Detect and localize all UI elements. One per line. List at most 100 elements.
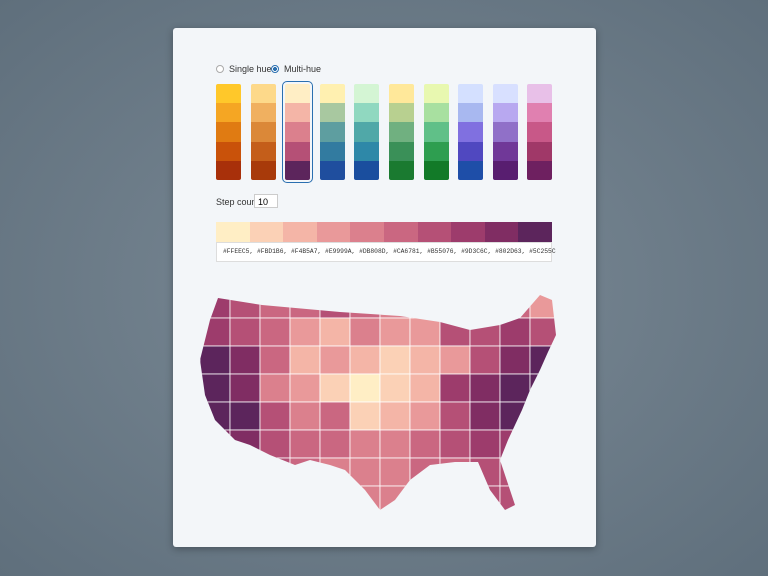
state: [200, 373, 231, 403]
state: [499, 373, 531, 403]
state: [439, 457, 471, 487]
state: [439, 401, 471, 431]
state: [319, 429, 351, 459]
state: [289, 401, 321, 431]
state: [200, 401, 231, 431]
palette[interactable]: [354, 84, 380, 180]
state: [529, 401, 556, 431]
step-input[interactable]: 10: [254, 194, 278, 208]
palette[interactable]: [319, 84, 345, 180]
state: [319, 401, 351, 431]
palette[interactable]: [216, 84, 241, 180]
palette-swatch: [492, 103, 518, 123]
palette-swatch: [319, 84, 345, 104]
state: [200, 457, 231, 487]
state: [289, 373, 321, 403]
palette-swatch: [250, 141, 276, 161]
palette-swatch: [250, 160, 276, 180]
state: [469, 345, 501, 375]
state: [349, 485, 381, 510]
palette[interactable]: [423, 84, 449, 180]
scale-swatch: [518, 222, 552, 242]
state: [319, 317, 351, 347]
palette[interactable]: [282, 81, 314, 183]
state: [259, 485, 291, 510]
palette-swatch: [216, 84, 241, 104]
state: [349, 429, 381, 459]
state: [529, 485, 556, 510]
palette[interactable]: [389, 84, 414, 180]
palette-swatch: [492, 160, 518, 180]
state: [379, 295, 411, 319]
state: [229, 457, 261, 487]
state: [200, 345, 231, 375]
palette-swatch: [492, 84, 518, 104]
state: [259, 401, 291, 431]
state: [499, 345, 531, 375]
map: [200, 295, 556, 510]
hex-code: #802D63: [495, 248, 529, 255]
palette[interactable]: [458, 84, 484, 180]
hex-code: #B55076: [427, 248, 461, 255]
palette-swatch: [458, 141, 484, 161]
state: [469, 401, 501, 431]
state: [319, 457, 351, 487]
hex-code: #F4B5A7: [291, 248, 325, 255]
state: [319, 485, 351, 510]
hex-code: #5C255C: [529, 248, 556, 255]
palette-swatch: [285, 160, 311, 180]
state: [379, 457, 411, 487]
state: [529, 345, 556, 375]
radio-label: Single hue: [229, 64, 272, 74]
state: [529, 295, 556, 319]
hex-code: #E9999A: [325, 248, 359, 255]
state: [499, 485, 531, 510]
palette-swatch: [354, 84, 380, 104]
state: [289, 345, 321, 375]
palette[interactable]: [492, 84, 518, 180]
step-label: Step count: [216, 197, 260, 207]
scale-bar: [216, 222, 552, 242]
radio-multi[interactable]: Multi-hue: [271, 64, 321, 74]
palette-swatch: [354, 160, 380, 180]
palette-swatch: [250, 84, 276, 104]
state: [259, 295, 291, 319]
palette-swatch: [458, 160, 484, 180]
state: [379, 429, 411, 459]
state: [200, 485, 231, 510]
palette-swatch: [423, 141, 449, 161]
palette-swatch: [354, 103, 380, 123]
state: [259, 457, 291, 487]
state: [200, 295, 231, 319]
scale-swatch: [316, 222, 351, 242]
state: [439, 295, 471, 319]
state: [319, 295, 351, 319]
radio-single[interactable]: Single hue: [216, 64, 272, 74]
state: [439, 429, 471, 459]
palette-swatch: [389, 84, 414, 104]
state: [409, 429, 441, 459]
state: [409, 295, 441, 319]
scale-swatch: [283, 222, 317, 242]
palette-swatch: [527, 160, 553, 180]
state: [289, 295, 321, 319]
palette-swatch: [389, 160, 414, 180]
state: [349, 345, 381, 375]
palette-swatch: [216, 122, 241, 142]
state: [229, 317, 261, 347]
hex-code: #DB808D: [359, 248, 393, 255]
state: [289, 457, 321, 487]
palette[interactable]: [527, 84, 553, 180]
palette[interactable]: [250, 84, 276, 180]
hex-code: #9D3C6C: [461, 248, 495, 255]
palette-swatch: [423, 84, 449, 104]
state: [529, 429, 556, 459]
state: [439, 317, 471, 347]
palette-swatch: [285, 141, 311, 161]
state: [379, 485, 411, 510]
palette-swatch: [285, 103, 311, 123]
state: [349, 373, 381, 403]
palette-swatch: [458, 84, 484, 104]
palette-swatch: [458, 122, 484, 142]
